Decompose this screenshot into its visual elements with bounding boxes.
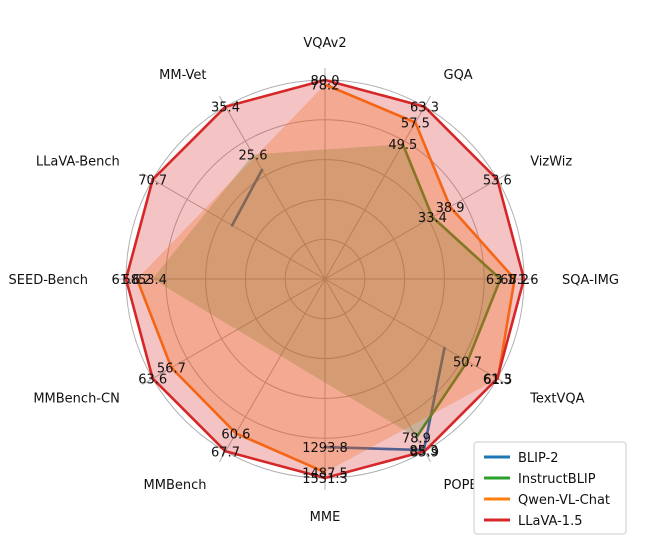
value-label-instructblip-gqa: 49.5 [388, 138, 417, 153]
value-label-instructblip-mm-vet: 25.6 [239, 148, 268, 163]
legend: BLIP-2 InstructBLIP Qwen-VL-Chat LLaVA-1.5 [473, 441, 627, 535]
value-label-instructblip-seed-bench: 53.4 [138, 273, 167, 288]
value-label-qwen-vl-chat-textvqa: 61.5 [483, 373, 512, 388]
axis-label-vqav2: VQAv2 [303, 36, 346, 51]
series-segment-llava-1-5 [323, 78, 426, 108]
axis-label-mmbench: MMBench [144, 478, 207, 493]
series-segment-instructblip [401, 142, 434, 219]
axis-label-pope: POPE [444, 478, 478, 493]
value-label-llava-1-5-mme: 1531.3 [302, 472, 348, 487]
value-label-qwen-vl-chat-vizwiz: 38.9 [436, 201, 465, 216]
value-label-qwen-vl-chat-seed-bench: 58.2 [123, 273, 152, 288]
series-segment-llava-1-5 [423, 105, 499, 181]
spoke-gqa [324, 96, 431, 280]
axis-labels: VQAv2 GQA VizWiz SQA-IMG TextVQA POPE MME MMBen… [9, 36, 619, 525]
spoke-mmbench-cn [142, 278, 326, 385]
series-segment-instructblip [431, 215, 502, 281]
series-segment-qwen-vl-chat [135, 277, 173, 370]
value-label-llava-1-5-llava-bench: 70.7 [138, 174, 167, 189]
series-segment-llava-1-5 [124, 277, 154, 380]
axis-label-gqa: GQA [444, 68, 473, 83]
series-segment-llava-1-5 [495, 277, 526, 380]
legend-label-qwen-vl-chat: Qwen-VL-Chat [518, 493, 610, 508]
value-label-blip-2-pope: 85.3 [409, 444, 438, 459]
value-label-instructblip-vizwiz: 33.4 [418, 211, 447, 226]
value-label-qwen-vl-chat-gqa: 57.5 [401, 117, 430, 132]
series-segment-qwen-vl-chat [448, 205, 516, 281]
series-segment-blip-2 [323, 445, 426, 452]
series-segment-llava-1-5 [151, 377, 227, 453]
value-label-qwen-vl-chat-vqav2: 78.2 [311, 79, 340, 94]
legend-label-instructblip: InstructBLIP [518, 472, 596, 487]
value-label-llava-1-5-textvqa: 61.3 [483, 373, 512, 388]
series-area-qwen-vl-chat [137, 84, 515, 473]
axis-label-seed-bench: SEED-Bench [9, 273, 88, 288]
axis-label-textvqa: TextVQA [529, 392, 584, 407]
value-label-llava-1-5-mm-vet: 35.4 [211, 101, 240, 116]
series-segment-llava-1-5 [151, 105, 227, 181]
spoke-mm-vet [219, 96, 326, 280]
series-segment-llava-1-5 [495, 178, 526, 281]
axis-label-mme: MME [310, 510, 341, 525]
value-label-llava-1-5-pope: 85.9 [410, 445, 439, 460]
axis-label-llava-bench: LLaVA-Bench [36, 155, 120, 170]
series-segment-llava-1-5 [423, 377, 499, 453]
legend-box [473, 441, 627, 535]
legend-label-llava-1-5: LLaVA-1.5 [518, 514, 583, 529]
axis-label-sqa-img: SQA-IMG [562, 273, 619, 288]
value-label-llava-1-5-gqa: 63.3 [410, 101, 439, 116]
value-label-qwen-vl-chat-mmbench-cn: 56.7 [157, 362, 186, 377]
axis-label-mmbench-cn: MMBench-CN [33, 392, 119, 407]
value-label-llava-1-5-mmbench-cn: 63.6 [138, 373, 167, 388]
spoke-pope [324, 278, 431, 462]
spoke-textvqa [324, 278, 508, 385]
series-segment-blip-2 [422, 346, 446, 452]
value-label-llava-1-5-seed-bench: 61.6 [112, 273, 141, 288]
value-label-llava-1-5-sqa-img: 71.6 [510, 273, 539, 288]
value-label-qwen-vl-chat-sqa-img: 68.2 [500, 273, 529, 288]
value-label-qwen-vl-chat-mmbench: 60.6 [221, 427, 250, 442]
value-label-instructblip-textvqa: 50.7 [453, 355, 482, 370]
spoke-mmbench [219, 278, 326, 462]
series-segment-qwen-vl-chat [170, 366, 238, 435]
series-segment-qwen-vl-chat [323, 83, 417, 124]
series-segment-llava-1-5 [224, 449, 327, 480]
value-labels: 85.3 1293.8 49.5 33.4 63.1 50.7 78.9 53.4 25.6 78… [112, 74, 539, 487]
series-segment-llava-1-5 [224, 78, 327, 108]
value-label-instructblip-sqa-img: 63.1 [486, 273, 515, 288]
value-label-llava-1-5-vqav2: 80.0 [311, 74, 340, 89]
value-label-llava-1-5-vizwiz: 53.6 [483, 174, 512, 189]
value-label-instructblip-pope: 78.9 [402, 431, 431, 446]
spoke-vizwiz [324, 173, 508, 280]
axis-label-mm-vet: MM-Vet [159, 68, 206, 83]
value-label-blip-2-mme: 1293.8 [302, 441, 348, 456]
value-label-qwen-vl-chat-mme: 1487.5 [302, 466, 348, 481]
series-segment-instructblip [415, 359, 469, 439]
spoke-llava-bench [142, 173, 326, 280]
series-area-instructblip [152, 144, 501, 438]
series-segment-blip-2 [230, 168, 264, 227]
legend-label-blip-2: BLIP-2 [518, 451, 559, 466]
series-segment-qwen-vl-chat [234, 431, 327, 474]
series-segment-qwen-vl-chat [414, 121, 452, 209]
series-area-llava-1-5 [126, 80, 524, 478]
series-layer [124, 78, 526, 480]
axis-label-vizwiz: VizWiz [530, 155, 572, 170]
series-segment-instructblip [466, 277, 502, 363]
series-segment-llava-1-5 [323, 449, 426, 480]
series-segment-llava-1-5 [124, 178, 154, 281]
value-label-llava-1-5-mmbench: 67.7 [211, 445, 240, 460]
